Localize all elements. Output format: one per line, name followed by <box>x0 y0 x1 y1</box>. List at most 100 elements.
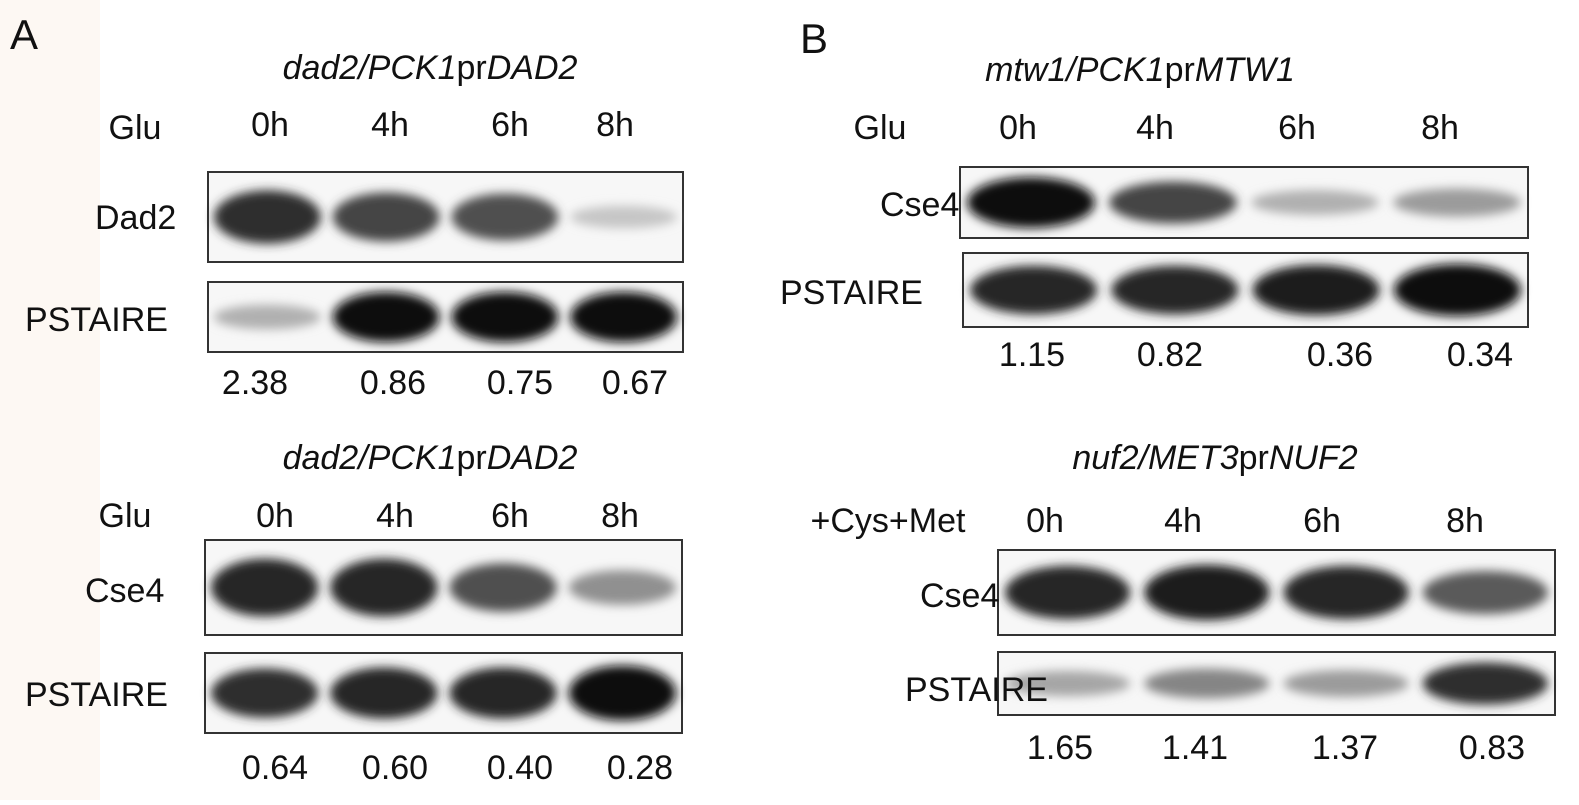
ratio-value: 0.86 <box>360 364 426 402</box>
panel-label: B <box>800 15 828 62</box>
band <box>1393 263 1521 317</box>
band <box>1393 188 1521 217</box>
row-label: PSTAIRE <box>780 274 923 312</box>
row-label: Cse4 <box>85 572 164 610</box>
row-label: PSTAIRE <box>25 676 168 714</box>
band <box>1109 181 1237 224</box>
band <box>330 558 438 617</box>
blot-title: nuf2/MET3prNUF2 <box>1072 439 1357 477</box>
blot-bands <box>210 558 677 617</box>
timepoint-label: 6h <box>1278 109 1316 147</box>
band <box>1422 662 1549 705</box>
band <box>213 190 321 244</box>
band <box>210 558 319 617</box>
blot-bands <box>213 190 678 244</box>
title-part: pr <box>456 439 486 477</box>
blot-title: mtw1/PCK1prMTW1 <box>985 51 1295 89</box>
ratio-value: 0.67 <box>602 364 668 402</box>
band <box>332 291 440 343</box>
timepoint-label: 8h <box>1421 109 1459 147</box>
ratio-value: 0.34 <box>1447 336 1513 374</box>
band <box>967 177 1095 228</box>
title-part: MTW1 <box>1195 51 1295 89</box>
blot-bands <box>967 177 1521 228</box>
row-label: PSTAIRE <box>25 301 168 339</box>
blot-bands <box>213 291 678 343</box>
ratio-value: 0.60 <box>362 749 428 787</box>
background-strip <box>0 0 100 800</box>
title-part: mtw1/PCK1 <box>985 51 1165 89</box>
band <box>451 291 559 343</box>
band <box>210 668 319 718</box>
row-label: PSTAIRE <box>905 671 1048 709</box>
title-part: pr <box>456 49 486 87</box>
blot-bands <box>1004 564 1549 621</box>
treatment-label: +Cys+Met <box>811 502 966 540</box>
row-label: Dad2 <box>95 199 176 237</box>
ratio-value: 1.65 <box>1027 729 1093 767</box>
ratio-value: 2.38 <box>222 364 288 402</box>
band <box>1004 565 1131 620</box>
title-part: dad2/PCK1 <box>283 439 457 477</box>
ratio-value: 0.82 <box>1137 336 1203 374</box>
ratio-value: 1.37 <box>1312 729 1378 767</box>
panel-label: A <box>10 11 38 58</box>
band <box>330 667 438 719</box>
row-label: Cse4 <box>880 186 959 224</box>
treatment-label: Glu <box>854 109 907 147</box>
timepoint-label: 8h <box>601 497 639 535</box>
band <box>449 667 557 719</box>
timepoint-label: 0h <box>256 497 294 535</box>
timepoint-label: 4h <box>371 106 409 144</box>
blot-bands <box>1004 662 1549 705</box>
timepoint-label: 4h <box>1136 109 1174 147</box>
blot-title: dad2/PCK1prDAD2 <box>283 49 578 87</box>
treatment-label: Glu <box>109 109 162 147</box>
band <box>568 665 677 721</box>
timepoint-label: 0h <box>251 106 289 144</box>
timepoint-label: 6h <box>1303 502 1341 540</box>
title-part: NUF2 <box>1269 439 1358 477</box>
title-part: DAD2 <box>487 49 578 87</box>
ratio-value: 0.40 <box>487 749 553 787</box>
ratio-value: 0.36 <box>1307 336 1373 374</box>
timepoint-label: 4h <box>1164 502 1202 540</box>
blot-bands <box>210 665 677 721</box>
title-part: dad2/PCK1 <box>283 49 457 87</box>
band <box>332 192 440 242</box>
band <box>1283 565 1409 620</box>
band <box>1111 265 1239 315</box>
treatment-label: Glu <box>99 497 152 535</box>
band <box>449 563 557 612</box>
band <box>1251 190 1379 215</box>
ratio-value: 1.41 <box>1162 729 1228 767</box>
blot-bands <box>970 263 1521 317</box>
timepoint-label: 6h <box>491 106 529 144</box>
ratio-value: 0.75 <box>487 364 553 402</box>
title-part: pr <box>1165 51 1195 89</box>
timepoint-label: 0h <box>1026 502 1064 540</box>
band <box>970 265 1098 315</box>
band <box>1144 668 1270 699</box>
band <box>451 193 559 241</box>
row-label: Cse4 <box>920 577 999 615</box>
ratio-value: 0.83 <box>1459 729 1525 767</box>
title-part: pr <box>1239 439 1269 477</box>
blot-title: dad2/PCK1prDAD2 <box>283 439 578 477</box>
band <box>570 205 678 229</box>
band <box>1004 670 1131 697</box>
timepoint-label: 0h <box>999 109 1037 147</box>
ratio-value: 1.15 <box>999 336 1065 374</box>
ratio-value: 0.28 <box>607 749 673 787</box>
timepoint-label: 8h <box>1446 502 1484 540</box>
band <box>570 291 678 343</box>
band <box>1252 264 1380 316</box>
band <box>568 570 677 605</box>
timepoint-label: 6h <box>491 497 529 535</box>
band <box>1144 564 1270 621</box>
ratio-value: 0.64 <box>242 749 308 787</box>
timepoint-label: 8h <box>596 106 634 144</box>
timepoint-label: 4h <box>376 497 414 535</box>
band <box>1422 570 1549 615</box>
